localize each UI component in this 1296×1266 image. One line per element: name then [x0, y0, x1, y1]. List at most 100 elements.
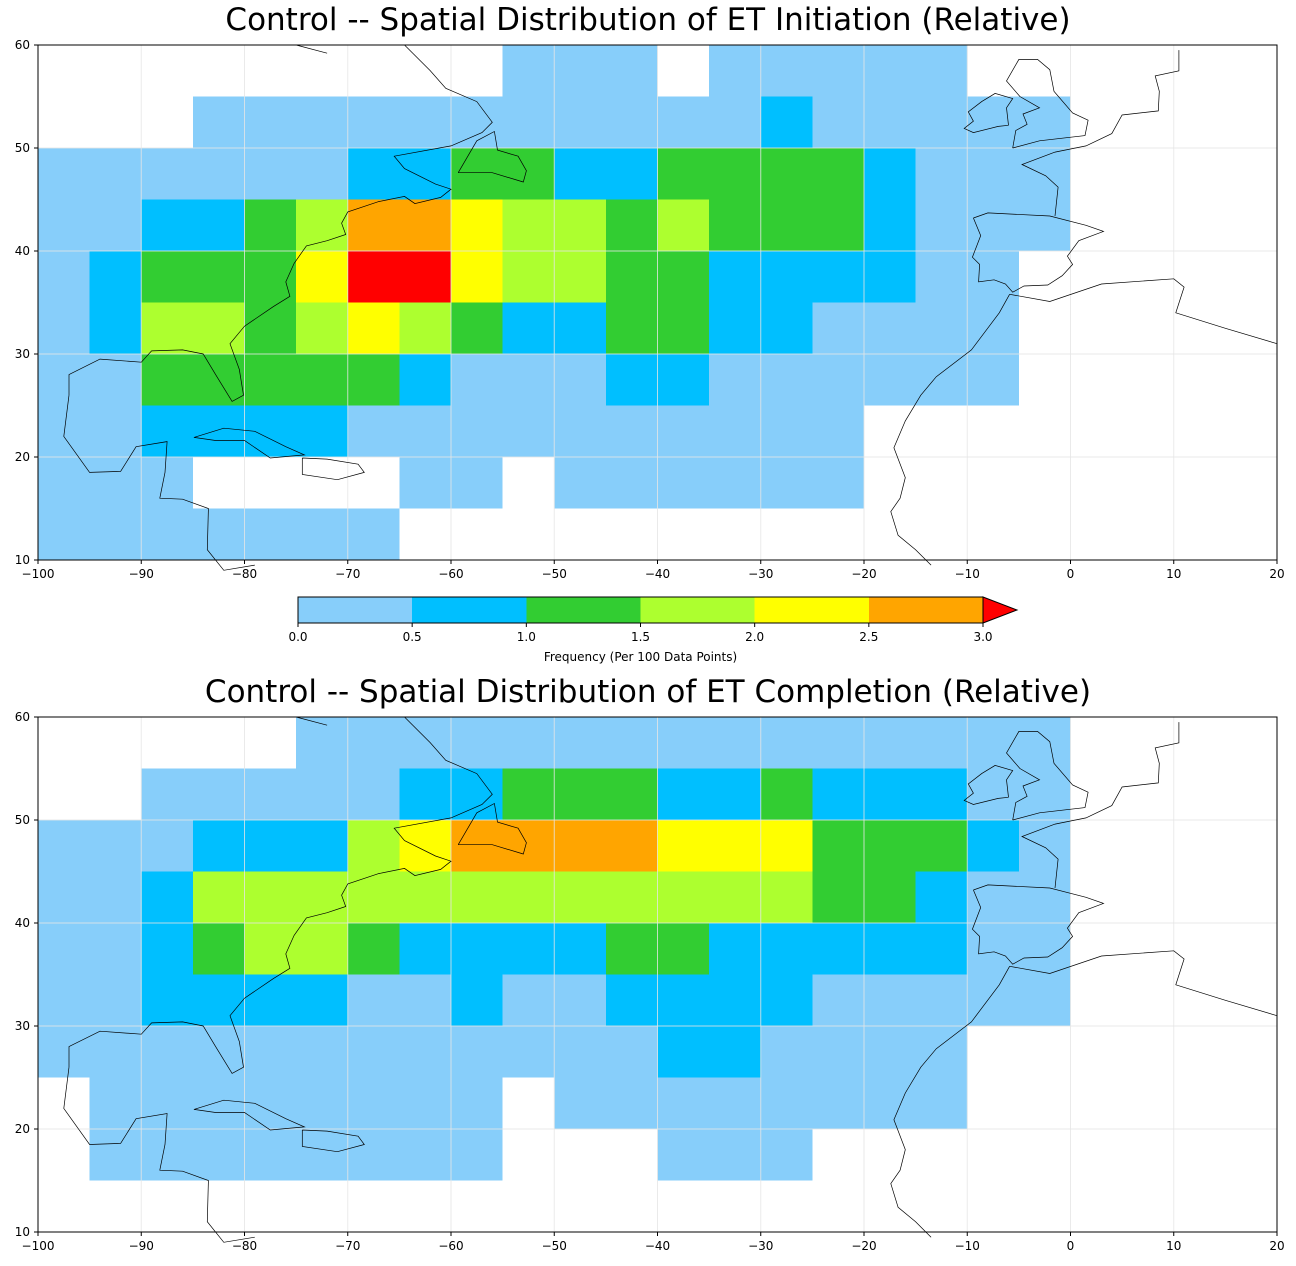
heatmap-cell: [554, 148, 658, 200]
x-tick-label: −70: [335, 567, 360, 581]
heatmap-cell: [347, 199, 451, 251]
x-tick-label: −50: [542, 567, 567, 581]
heatmap-cell: [605, 974, 813, 1026]
colorbar-tick-label: 2.0: [745, 630, 764, 644]
heatmap-cell: [760, 768, 813, 820]
coastline: [296, 44, 328, 54]
heatmap-cell: [141, 302, 245, 354]
x-tick-label: 10: [1166, 1239, 1181, 1253]
coastline: [63, 395, 255, 571]
heatmap-cell: [967, 923, 1071, 975]
heatmap-cell: [915, 199, 1071, 251]
heatmap-cells: [38, 717, 1071, 1181]
heatmap-cell: [502, 45, 658, 97]
coastline: [1009, 278, 1278, 345]
coastline: [68, 716, 493, 1074]
heatmap-cell: [296, 251, 348, 303]
heatmap-cell: [864, 199, 916, 251]
heatmap-cell: [451, 199, 503, 251]
heatmap-cell: [812, 820, 968, 872]
heatmap-cell: [347, 302, 400, 354]
coastline: [1021, 50, 1180, 217]
x-tick-label: −10: [955, 567, 980, 581]
heatmap-cell: [296, 302, 348, 354]
heatmap-cell: [399, 923, 606, 975]
coastline: [301, 1129, 365, 1153]
coastline: [1021, 722, 1180, 889]
map-panel-completion: −100 −90 −80 −70 −60 −50 −40 −30 −20 −10 0 10 201020…: [15, 710, 1285, 1253]
heatmap-cell: [812, 768, 968, 820]
x-tick-label: −90: [129, 567, 154, 581]
coastline: [1009, 950, 1278, 1017]
heatmap-cell: [192, 871, 813, 923]
colorbar-tick-label: 2.5: [859, 630, 878, 644]
heatmap-cell: [709, 45, 968, 97]
heatmap-cell: [89, 1077, 503, 1129]
x-tick-label: −50: [542, 1239, 567, 1253]
heatmap-cell: [141, 251, 297, 303]
heatmap-cell: [657, 199, 710, 251]
heatmap-cell: [38, 974, 142, 1026]
x-tick-label: −80: [232, 567, 257, 581]
heatmap-cell: [38, 871, 142, 923]
heatmap-cell: [38, 148, 348, 200]
x-tick-label: −40: [645, 567, 670, 581]
heatmap-cell: [296, 199, 348, 251]
y-tick-label: 20: [15, 450, 30, 464]
x-tick-label: 20: [1269, 567, 1284, 581]
colorbar-tick-label: 1.5: [631, 630, 650, 644]
heatmap-cell: [967, 820, 1019, 872]
x-tick-label: −90: [129, 1239, 154, 1253]
heatmap-cell: [1018, 820, 1071, 872]
heatmap-cell: [451, 302, 503, 354]
heatmap-cell: [451, 354, 606, 406]
x-tick-label: −70: [335, 1239, 360, 1253]
heatmap-cell: [399, 302, 451, 354]
colorbar-segment: [298, 597, 413, 623]
heatmap-cell: [296, 717, 1071, 769]
heatmap-cell: [399, 354, 451, 406]
heatmap-cell: [554, 457, 864, 509]
heatmap-cell: [38, 508, 400, 560]
heatmap-cell: [812, 974, 1071, 1026]
heatmap-cell: [864, 148, 916, 200]
x-tick-label: −80: [232, 1239, 257, 1253]
coastline: [890, 294, 1010, 566]
x-tick-label: 20: [1269, 1239, 1284, 1253]
heatmap-cell: [141, 923, 193, 975]
heatmap-cell: [657, 1026, 761, 1078]
heatmap-cell: [812, 302, 1019, 354]
coastline: [890, 966, 1010, 1238]
heatmap-cell: [657, 768, 761, 820]
heatmap-cell: [451, 974, 503, 1026]
heatmap-cell: [244, 923, 348, 975]
coastline: [1006, 59, 1089, 149]
colorbar-tick-label: 3.0: [973, 630, 992, 644]
heatmap-cell: [967, 768, 1071, 820]
y-tick-label: 10: [15, 553, 30, 567]
heatmap-cell: [967, 871, 1071, 923]
heatmap-cell: [451, 251, 503, 303]
heatmap-cell: [89, 302, 142, 354]
heatmap-cell: [38, 820, 193, 872]
y-tick-label: 20: [15, 1122, 30, 1136]
heatmap-cell: [244, 199, 297, 251]
coastline: [457, 130, 527, 183]
heatmap-cell: [347, 974, 451, 1026]
heatmap-cell: [915, 871, 968, 923]
colorbar-segment: [868, 597, 983, 623]
y-tick-label: 30: [15, 1019, 30, 1033]
heatmap-cell: [451, 148, 555, 200]
heatmap-cell: [192, 923, 245, 975]
colorbar-tick-label: 0.5: [403, 630, 422, 644]
heatmap-cell: [38, 923, 142, 975]
y-tick-label: 60: [15, 710, 30, 724]
heatmap-cell: [347, 405, 864, 457]
x-tick-label: −20: [851, 567, 876, 581]
coastlines: [63, 716, 1278, 1243]
colorbar-tick-label: 0.0: [288, 630, 307, 644]
heatmap-cell: [89, 1129, 503, 1181]
heatmap-cell: [347, 251, 451, 303]
coastline: [296, 716, 328, 726]
